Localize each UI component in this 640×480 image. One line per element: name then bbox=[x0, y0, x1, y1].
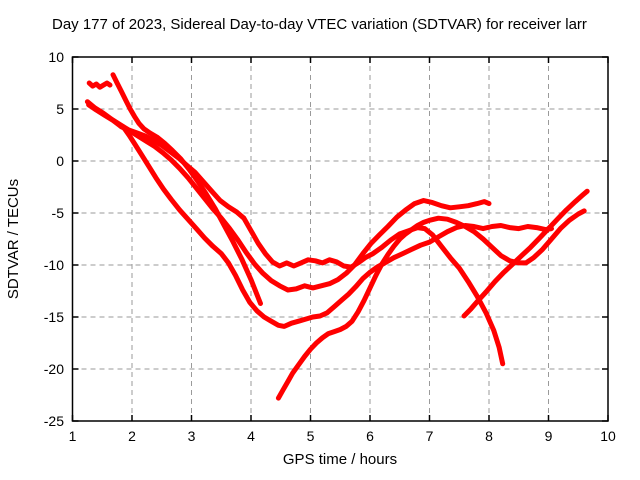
y-tick-label: 0 bbox=[56, 153, 64, 169]
y-tick-label: -20 bbox=[43, 361, 64, 377]
x-tick-label: 10 bbox=[600, 428, 616, 444]
trace-minus23-riser-then-dip bbox=[275, 208, 587, 401]
x-tick-label: 9 bbox=[544, 428, 553, 444]
x-tick-label: 1 bbox=[68, 428, 77, 444]
x-tick-label: 4 bbox=[247, 428, 255, 444]
trace-deep-valley-minus16-then-flat-minus6 bbox=[120, 124, 554, 329]
y-tick-label: -5 bbox=[51, 205, 64, 221]
trace-late-steep-riser bbox=[461, 188, 590, 319]
y-tick-label: 5 bbox=[56, 101, 64, 117]
y-tick-label: 10 bbox=[48, 49, 64, 65]
y-tick-label: -10 bbox=[43, 257, 64, 273]
x-axis-label: GPS time / hours bbox=[282, 451, 398, 468]
chart-title: Day 177 of 2023, Sidereal Day-to-day VTE… bbox=[52, 16, 587, 33]
y-tick-label: -25 bbox=[43, 413, 64, 429]
x-tick-label: 6 bbox=[366, 428, 374, 444]
x-tick-label: 7 bbox=[425, 428, 434, 444]
x-tick-label: 3 bbox=[187, 428, 196, 444]
y-tick-label: -15 bbox=[43, 309, 64, 325]
trace-short-upper-arc bbox=[86, 80, 113, 90]
trace-minus12-band-rise-to-minus4 bbox=[86, 102, 492, 293]
plot-border bbox=[71, 56, 609, 422]
trace-steep-early-descent bbox=[110, 72, 263, 306]
x-tick-label: 2 bbox=[128, 428, 136, 444]
x-tick-label: 8 bbox=[485, 428, 493, 444]
x-tick-label: 5 bbox=[306, 428, 315, 444]
